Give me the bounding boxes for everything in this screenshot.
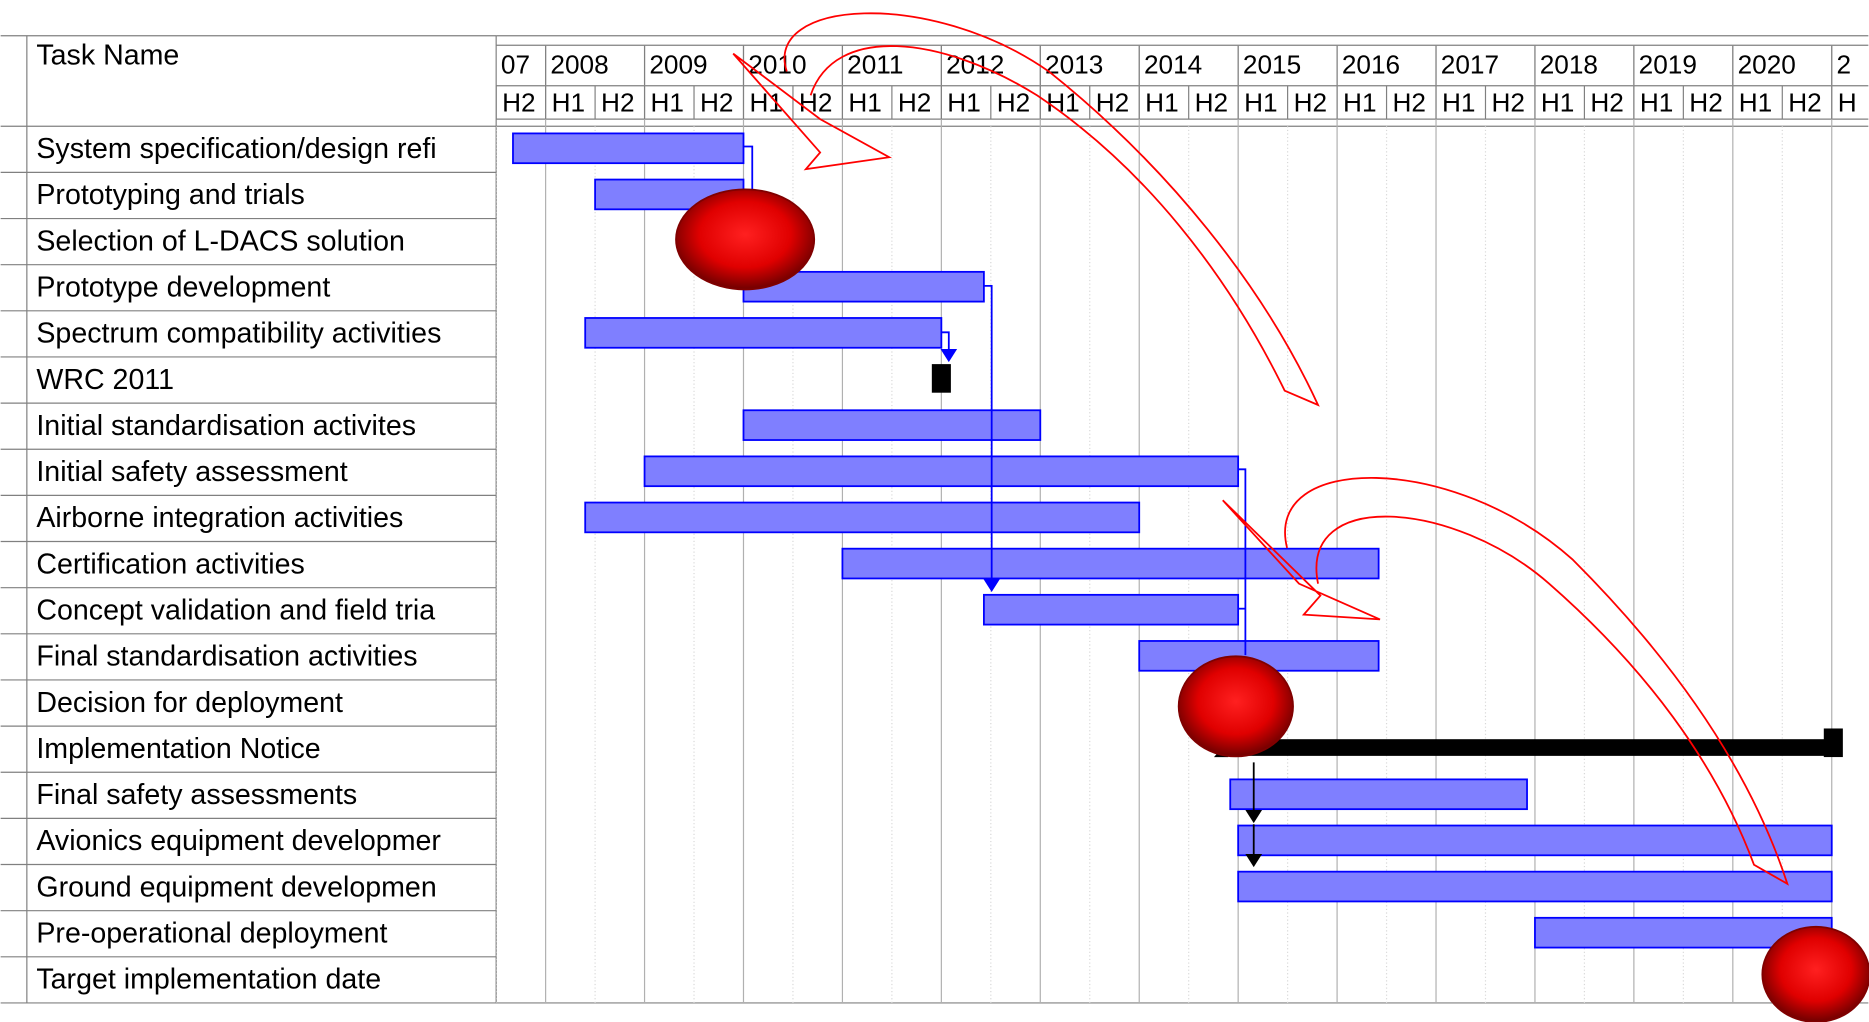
half-label: H1 xyxy=(1244,88,1277,118)
half-label: H2 xyxy=(997,88,1030,118)
year-label: 2008 xyxy=(550,50,608,80)
task-name: Final standardisation activities xyxy=(36,641,417,673)
task-name: Certification activities xyxy=(36,548,304,580)
year-label: 2015 xyxy=(1243,50,1301,80)
bar xyxy=(585,318,941,348)
task-name: Avionics equipment developmer xyxy=(36,825,441,857)
year-label: 2011 xyxy=(847,50,903,80)
year-label: 2010 xyxy=(748,50,806,80)
year-label: 2014 xyxy=(1144,50,1202,80)
year-label: 07 xyxy=(501,50,530,80)
bar xyxy=(513,133,744,163)
bar xyxy=(1238,872,1832,902)
year-label: 2019 xyxy=(1639,50,1697,80)
half-label: H2 xyxy=(898,88,931,118)
half-label: H1 xyxy=(848,88,881,118)
half-label: H1 xyxy=(1442,88,1475,118)
task-name: Decision for deployment xyxy=(36,687,343,719)
half-label: H2 xyxy=(1590,88,1623,118)
bar xyxy=(585,503,1139,533)
summary-bar xyxy=(1228,739,1835,756)
task-name: Target implementation date xyxy=(36,964,381,996)
year-label: 2018 xyxy=(1540,50,1598,80)
milestone xyxy=(932,364,951,393)
task-name: Implementation Notice xyxy=(36,733,320,765)
half-label: H1 xyxy=(1145,88,1178,118)
half-label: H2 xyxy=(1195,88,1228,118)
half-label: H1 xyxy=(947,88,980,118)
half-label: H2 xyxy=(700,88,733,118)
year-label: 2016 xyxy=(1342,50,1400,80)
year-label: 2020 xyxy=(1738,50,1796,80)
year-label: 2017 xyxy=(1441,50,1499,80)
bar xyxy=(1238,826,1832,856)
half-label: H2 xyxy=(1491,88,1524,118)
half-label: H2 xyxy=(1096,88,1129,118)
half-label: H2 xyxy=(1393,88,1426,118)
half-label: H1 xyxy=(651,88,684,118)
half-label: H2 xyxy=(1788,88,1821,118)
half-label: H2 xyxy=(601,88,634,118)
bar xyxy=(645,456,1239,486)
half-label: H2 xyxy=(502,88,535,118)
task-name: Airborne integration activities xyxy=(36,502,403,534)
task-name: System specification/design refi xyxy=(36,133,436,165)
bar xyxy=(984,595,1238,625)
task-name: Pre-operational deployment xyxy=(36,917,387,949)
year-label: 2 xyxy=(1837,50,1852,80)
rows: System specification/design refi Prototyp… xyxy=(1,133,497,996)
page: Task Name System specification/design re… xyxy=(0,0,1869,1022)
half-label: H xyxy=(1838,88,1857,118)
half-label: H1 xyxy=(1739,88,1772,118)
task-name: Prototyping and trials xyxy=(36,179,304,211)
task-name: WRC 2011 xyxy=(36,364,174,396)
half-label: H2 xyxy=(799,88,832,118)
gantt-chart: Task Name System specification/design re… xyxy=(0,0,1869,1022)
task-name: Ground equipment developmen xyxy=(36,871,436,903)
half-label: H1 xyxy=(1343,88,1376,118)
task-name: Final safety assessments xyxy=(36,779,357,811)
task-name: Concept validation and field tria xyxy=(36,594,435,626)
year-label: 2009 xyxy=(649,50,707,80)
bar xyxy=(1230,779,1527,809)
half-label: H1 xyxy=(552,88,585,118)
half-label: H2 xyxy=(1294,88,1327,118)
task-name: Initial safety assessment xyxy=(36,456,347,488)
half-label: H1 xyxy=(1541,88,1574,118)
task-name: Selection of L-DACS solution xyxy=(36,225,405,257)
bar xyxy=(743,410,1040,440)
task-name: Initial standardisation activites xyxy=(36,410,416,442)
task-header: Task Name xyxy=(36,40,179,72)
summary-end xyxy=(1824,728,1843,757)
task-name: Prototype development xyxy=(36,271,330,303)
half-label: H1 xyxy=(1640,88,1673,118)
half-label: H2 xyxy=(1689,88,1722,118)
task-name: Spectrum compatibility activities xyxy=(36,318,441,350)
